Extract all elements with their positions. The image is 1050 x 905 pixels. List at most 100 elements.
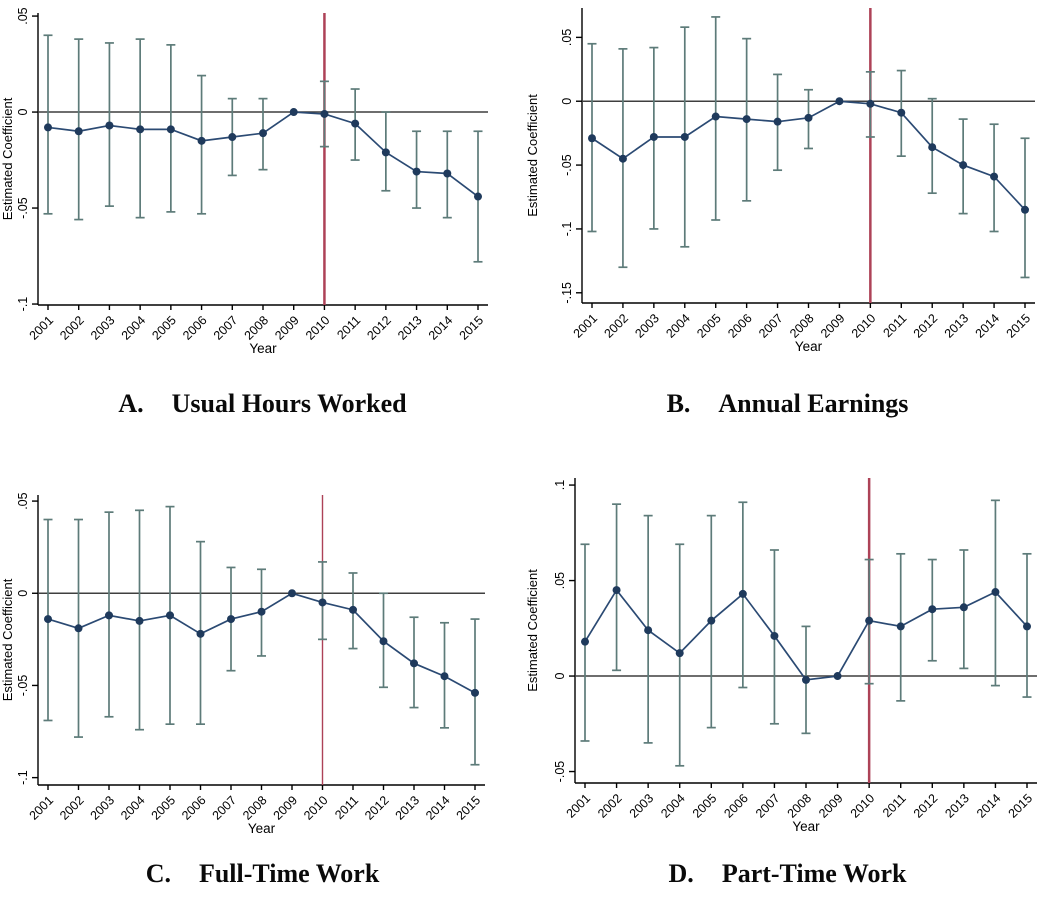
panel-a: .05 0 -.05 -.1 2001 2002 2003 2004 2005 2006 2007 2… — [0, 0, 525, 440]
x-tick-label: 2009 — [816, 791, 846, 821]
panel-c-title: Full-Time Work — [198, 858, 380, 888]
x-tick-label: 2008 — [787, 311, 817, 341]
panel-c: .05 0 -.05 -.1 2001 2002 2003 2004 2005 2006 2007 2… — [0, 440, 525, 905]
x-tick-label: 2001 — [571, 311, 601, 341]
panel-a-letter: A. — [118, 388, 144, 418]
x-tick-label: 2007 — [211, 313, 241, 343]
x-tick-label: 2012 — [911, 791, 941, 821]
data-point — [44, 615, 52, 624]
y-tick-label: -.15 — [560, 282, 574, 304]
x-tick-label: 2002 — [57, 313, 87, 343]
x-tick-label: 2005 — [149, 793, 179, 823]
y-axis-title: Estimated Coefficient — [525, 94, 540, 217]
data-point — [320, 109, 329, 118]
x-tick-label: 2014 — [423, 793, 453, 823]
data-point — [612, 586, 621, 595]
y-tick-label: -.05 — [16, 675, 30, 697]
x-tick-label: 2007 — [756, 311, 786, 341]
data-point — [990, 172, 999, 181]
data-point — [412, 167, 421, 176]
data-point — [959, 603, 968, 612]
data-point — [581, 637, 589, 646]
data-point — [228, 133, 237, 142]
x-axis-title: Year — [249, 341, 277, 356]
x-tick-label: 2004 — [119, 313, 149, 343]
y-tick-label: .05 — [16, 492, 30, 509]
x-tick-label: 2006 — [721, 791, 751, 821]
x-tick-label: 2008 — [240, 793, 270, 823]
y-tick-label: -.05 — [560, 154, 574, 176]
x-tick-label: 2012 — [362, 793, 392, 823]
data-point — [166, 125, 175, 134]
x-tick-label: 2014 — [973, 311, 1003, 341]
panel-c-caption: C. Full-Time Work — [0, 850, 525, 905]
data-point — [288, 589, 296, 598]
data-point — [897, 108, 906, 117]
x-tick-label: 2015 — [457, 313, 487, 343]
y-tick-label: -.1 — [16, 297, 30, 312]
data-point — [644, 626, 653, 635]
x-tick-label: 2001 — [564, 791, 594, 821]
data-point — [74, 127, 83, 136]
y-tick-label: 0 — [16, 590, 30, 597]
data-point — [474, 192, 482, 201]
x-tick-label: 2006 — [179, 793, 209, 823]
y-tick-label: .05 — [553, 572, 567, 589]
data-point — [349, 605, 357, 614]
data-point — [991, 588, 1000, 597]
data-point — [44, 123, 52, 132]
x-tick-label: 2008 — [242, 313, 272, 343]
data-point — [959, 161, 968, 170]
x-tick-label: 2009 — [272, 313, 302, 343]
x-tick-label: 2011 — [334, 313, 363, 342]
y-tick-label: -.05 — [16, 197, 30, 219]
data-point — [866, 99, 875, 108]
x-tick-label: 2011 — [880, 791, 909, 820]
panel-d-letter: D. — [668, 858, 694, 888]
y-tick-label: 0 — [553, 673, 567, 680]
data-point — [136, 125, 145, 134]
x-tick-label: 2010 — [303, 313, 333, 343]
data-point — [381, 148, 390, 157]
x-tick-label: 2005 — [690, 791, 720, 821]
x-tick-label: 2009 — [818, 311, 848, 341]
panel-d-title: Part-Time Work — [721, 858, 907, 888]
panel-c-letter: C. — [145, 858, 171, 888]
data-point — [74, 624, 83, 633]
data-point — [257, 607, 266, 616]
data-point — [928, 143, 937, 152]
panel-b-letter: B. — [666, 388, 691, 418]
panel-d: .1.05 0 -.05 2001 2002 2003 2004 2005 2006 2007 20… — [525, 440, 1050, 905]
x-axis-title: Year — [248, 821, 276, 836]
x-tick-label: 2003 — [88, 793, 118, 823]
x-tick-label: 2004 — [118, 793, 148, 823]
x-tick-label: 2015 — [1004, 311, 1034, 341]
y-tick-label: -.1 — [560, 222, 574, 237]
x-tick-label: 2014 — [974, 791, 1004, 821]
y-tick-label: .05 — [16, 7, 30, 24]
data-point — [835, 97, 844, 106]
y-axis-title: Estimated Coefficient — [0, 578, 15, 701]
x-tick-label: 2005 — [694, 311, 724, 341]
y-tick-label: -.05 — [553, 761, 567, 783]
x-tick-label: 2002 — [601, 311, 631, 341]
data-point — [318, 598, 327, 607]
y-tick-label: .1 — [553, 480, 567, 490]
x-tick-label: 2003 — [88, 313, 118, 343]
data-point — [588, 134, 596, 143]
data-point — [1021, 205, 1029, 214]
panel-b-caption: B. Annual Earnings — [525, 375, 1050, 440]
y-tick-label: 0 — [16, 109, 30, 116]
x-tick-label: 2006 — [725, 311, 755, 341]
x-tick-label: 2013 — [393, 793, 423, 823]
data-point — [802, 675, 810, 684]
data-point — [259, 129, 267, 138]
x-tick-label: 2008 — [785, 791, 815, 821]
x-tick-label: 2015 — [1006, 791, 1036, 821]
data-point — [680, 132, 689, 141]
